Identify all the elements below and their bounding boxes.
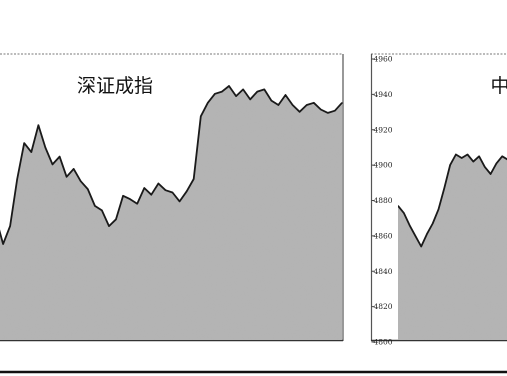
data-point	[164, 189, 167, 191]
data-point	[277, 104, 279, 106]
y-tick-label: 4800	[373, 338, 392, 347]
series-line	[398, 153, 507, 248]
data-point	[449, 164, 451, 166]
panel-shenzhen-component: 深证成指	[0, 53, 344, 342]
data-point	[171, 191, 174, 194]
data-point	[501, 155, 503, 157]
data-point	[484, 166, 486, 168]
y-tick: 4820	[371, 302, 393, 311]
data-point	[101, 209, 103, 211]
data-point	[263, 88, 265, 90]
data-point	[437, 208, 440, 210]
data-point	[334, 110, 336, 112]
data-point	[466, 153, 469, 156]
data-point	[490, 173, 492, 175]
data-point	[16, 178, 18, 180]
data-point	[143, 187, 145, 189]
y-tick-label: 4920	[373, 125, 392, 134]
data-point	[341, 102, 343, 104]
data-point	[157, 182, 159, 185]
data-point	[200, 115, 202, 117]
y-tick: 4940	[371, 90, 393, 99]
series-area-group	[398, 153, 507, 340]
data-point	[320, 108, 322, 111]
area-fill-texture	[0, 86, 342, 340]
data-point	[432, 222, 434, 225]
data-point	[207, 102, 209, 104]
data-point	[221, 91, 223, 93]
series-area-group	[0, 85, 343, 340]
data-point	[214, 93, 216, 95]
area-fill-texture	[398, 154, 507, 340]
data-point	[108, 225, 110, 227]
data-point	[426, 233, 428, 235]
data-point	[9, 225, 11, 227]
y-tick: 4840	[371, 267, 393, 276]
chart-title: 深证成指	[77, 75, 153, 97]
y-tick-label: 4860	[373, 231, 392, 240]
data-point	[2, 243, 4, 245]
data-point	[403, 212, 405, 214]
data-point	[44, 147, 47, 149]
y-tick: 4880	[371, 196, 393, 205]
data-point	[249, 98, 251, 100]
data-point	[472, 161, 474, 163]
chart-title: 中	[490, 75, 507, 97]
data-point	[179, 200, 181, 202]
y-tick: 4920	[371, 125, 393, 134]
data-point	[306, 104, 308, 106]
data-point	[256, 91, 258, 93]
data-point	[478, 155, 480, 157]
data-point	[409, 224, 411, 226]
data-point	[398, 205, 399, 207]
data-point	[313, 102, 315, 104]
y-tick-label: 4940	[373, 90, 392, 99]
y-tick: 4960	[371, 55, 393, 64]
y-tick: 4800	[371, 338, 393, 347]
data-point	[136, 203, 138, 205]
data-point	[461, 157, 463, 159]
data-point	[51, 163, 54, 165]
data-point	[186, 190, 188, 192]
y-tick-label: 4840	[373, 267, 392, 276]
data-point	[327, 112, 329, 114]
y-tick: 4860	[371, 231, 393, 240]
y-tick-label: 4960	[373, 55, 392, 64]
panel-second-index: 4960 4940 4920 4900 4880 4860 4840 4820 4800 中	[370, 53, 507, 347]
data-point	[299, 111, 301, 113]
series-line	[0, 85, 343, 245]
data-point	[292, 104, 294, 106]
data-point	[420, 245, 422, 248]
data-point	[23, 142, 25, 144]
y-axis-ticks: 4960 4940 4920 4900 4880 4860 4840 4820 4800	[371, 55, 393, 347]
data-point	[94, 205, 96, 207]
data-point	[414, 235, 416, 237]
data-point	[129, 198, 131, 200]
y-tick-label: 4820	[373, 302, 392, 311]
y-tick: 4900	[371, 161, 393, 170]
y-tick-label: 4880	[373, 196, 392, 205]
data-point	[193, 178, 195, 180]
y-tick-label: 4900	[373, 161, 392, 170]
data-point	[235, 95, 237, 97]
data-point	[115, 218, 117, 220]
data-point	[122, 195, 124, 197]
data-point	[270, 100, 272, 102]
data-point	[37, 124, 40, 126]
data-point	[455, 153, 457, 156]
data-point	[150, 194, 152, 196]
data-point	[87, 188, 89, 190]
data-point	[59, 156, 61, 158]
data-point	[228, 85, 230, 87]
data-point	[284, 94, 287, 96]
data-point	[30, 151, 32, 153]
data-point	[80, 180, 82, 182]
data-point	[73, 168, 75, 170]
data-point	[242, 88, 244, 90]
data-point	[66, 176, 68, 178]
data-point	[443, 187, 445, 189]
data-point	[495, 162, 497, 164]
